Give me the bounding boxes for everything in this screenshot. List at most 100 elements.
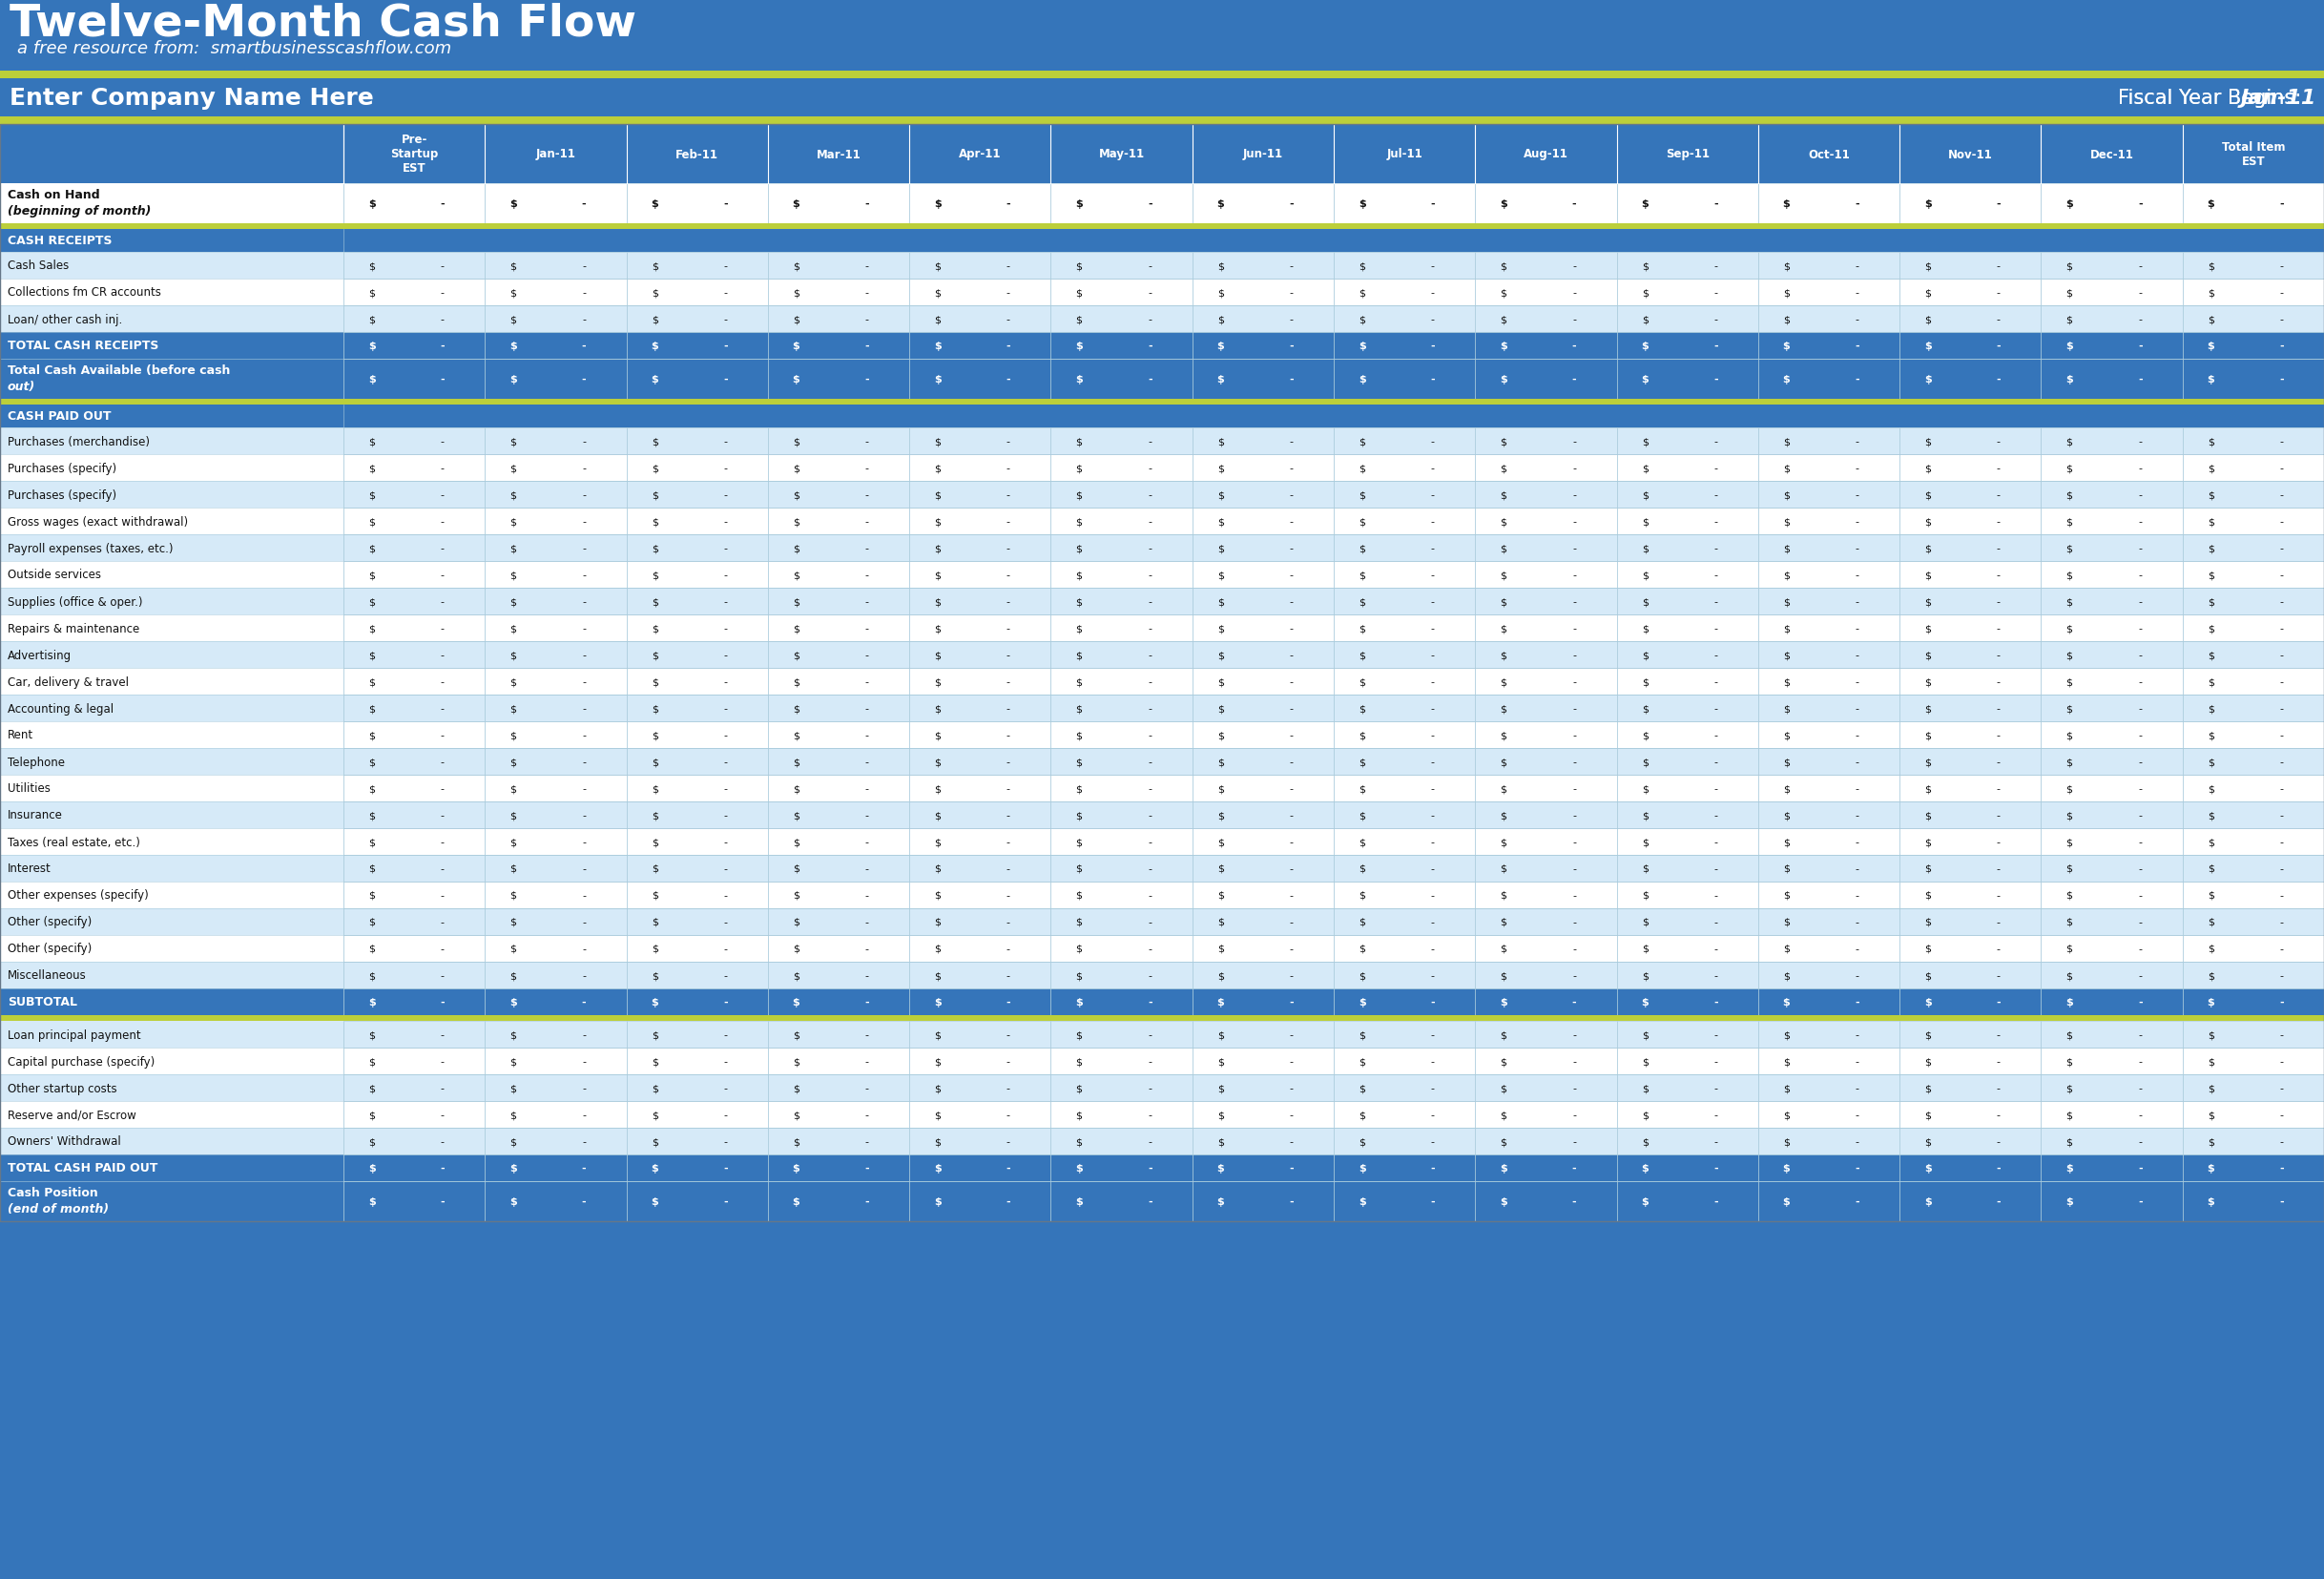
Bar: [1050, 428, 1192, 455]
Bar: [767, 908, 909, 935]
Bar: [1334, 508, 1476, 535]
Text: -: -: [2280, 489, 2284, 499]
Bar: [2040, 1075, 2182, 1101]
Text: -: -: [1148, 677, 1153, 687]
Bar: [909, 802, 1050, 829]
Text: Fiscal Year Begins:: Fiscal Year Begins:: [2119, 88, 2315, 107]
Bar: [1050, 1022, 1192, 1048]
Text: -: -: [1855, 597, 1859, 606]
Text: -: -: [2138, 287, 2143, 297]
Text: -: -: [1148, 810, 1153, 820]
Bar: [486, 1048, 627, 1075]
Bar: [909, 482, 1050, 508]
Text: -: -: [2280, 199, 2284, 208]
Text: $: $: [2208, 783, 2215, 793]
Text: $: $: [1783, 971, 1789, 981]
Text: -: -: [1855, 463, 1859, 474]
Text: Owners' Withdrawal: Owners' Withdrawal: [7, 1135, 121, 1148]
Text: -: -: [581, 1030, 586, 1039]
Text: -: -: [1148, 624, 1153, 633]
Text: $: $: [1076, 341, 1083, 351]
Bar: [1618, 279, 1759, 306]
Text: -: -: [2138, 1164, 2143, 1173]
Text: -: -: [2280, 998, 2284, 1007]
Text: -: -: [1713, 971, 1717, 981]
Text: $: $: [1783, 677, 1789, 687]
Bar: [0, 253, 2324, 279]
Bar: [1334, 333, 1476, 360]
Text: $: $: [1783, 651, 1789, 660]
Bar: [909, 185, 1050, 224]
Text: -: -: [1006, 287, 1011, 297]
Bar: [2182, 1022, 2324, 1048]
Text: $: $: [1924, 998, 1931, 1007]
Bar: [1618, 1022, 1759, 1048]
Text: -: -: [1855, 1137, 1859, 1146]
Text: $: $: [1076, 944, 1083, 954]
Text: -: -: [1713, 944, 1717, 954]
Text: -: -: [1996, 463, 2001, 474]
Text: $: $: [1218, 1137, 1225, 1146]
Text: $: $: [1076, 1110, 1083, 1120]
Text: Jan-11: Jan-11: [535, 148, 576, 161]
Text: $: $: [1360, 516, 1367, 526]
Bar: [1192, 428, 1334, 455]
Text: $: $: [2208, 837, 2215, 846]
Text: -: -: [1290, 1137, 1292, 1146]
Text: -: -: [1713, 917, 1717, 927]
Bar: [486, 1181, 627, 1222]
Text: -: -: [1006, 1164, 1011, 1173]
Text: -: -: [1996, 516, 2001, 526]
Bar: [909, 562, 1050, 589]
Bar: [2182, 962, 2324, 988]
Bar: [1618, 589, 1759, 614]
Text: -: -: [442, 1030, 444, 1039]
Bar: [1334, 856, 1476, 883]
Bar: [2182, 614, 2324, 641]
Bar: [486, 988, 627, 1015]
Text: $: $: [934, 516, 941, 526]
Text: -: -: [1855, 1110, 1859, 1120]
Text: -: -: [1713, 437, 1717, 447]
Bar: [1192, 1022, 1334, 1048]
Text: (end of month): (end of month): [7, 1203, 109, 1214]
Text: -: -: [1432, 516, 1434, 526]
Text: $: $: [1360, 783, 1367, 793]
Text: -: -: [1148, 1056, 1153, 1066]
Text: -: -: [1432, 374, 1434, 384]
Text: -: -: [1432, 677, 1434, 687]
Bar: [2040, 614, 2182, 641]
Text: $: $: [1641, 864, 1648, 873]
Bar: [909, 668, 1050, 695]
Bar: [767, 482, 909, 508]
Text: $: $: [651, 314, 658, 324]
Text: $: $: [1360, 597, 1367, 606]
Bar: [767, 508, 909, 535]
Text: $: $: [1357, 998, 1367, 1007]
Text: $: $: [1783, 1030, 1789, 1039]
Text: Nov-11: Nov-11: [1948, 148, 1992, 161]
Text: -: -: [581, 624, 586, 633]
Text: -: -: [1855, 971, 1859, 981]
Text: -: -: [723, 341, 727, 351]
Text: -: -: [442, 1083, 444, 1093]
Text: -: -: [1573, 437, 1576, 447]
Text: $: $: [1076, 837, 1083, 846]
Text: $: $: [1641, 783, 1648, 793]
Text: Oct-11: Oct-11: [1808, 148, 1850, 161]
Text: -: -: [1855, 543, 1859, 553]
Text: -: -: [2138, 624, 2143, 633]
Bar: [0, 0, 2324, 71]
Text: -: -: [1290, 837, 1292, 846]
Bar: [1050, 562, 1192, 589]
Text: $: $: [509, 756, 516, 767]
Text: $: $: [651, 287, 658, 297]
Bar: [1192, 695, 1334, 722]
Bar: [486, 360, 627, 399]
Text: $: $: [509, 1164, 516, 1173]
Bar: [1050, 829, 1192, 856]
Bar: [1618, 908, 1759, 935]
Text: -: -: [1432, 489, 1434, 499]
Text: -: -: [865, 971, 869, 981]
Text: $: $: [792, 891, 799, 900]
